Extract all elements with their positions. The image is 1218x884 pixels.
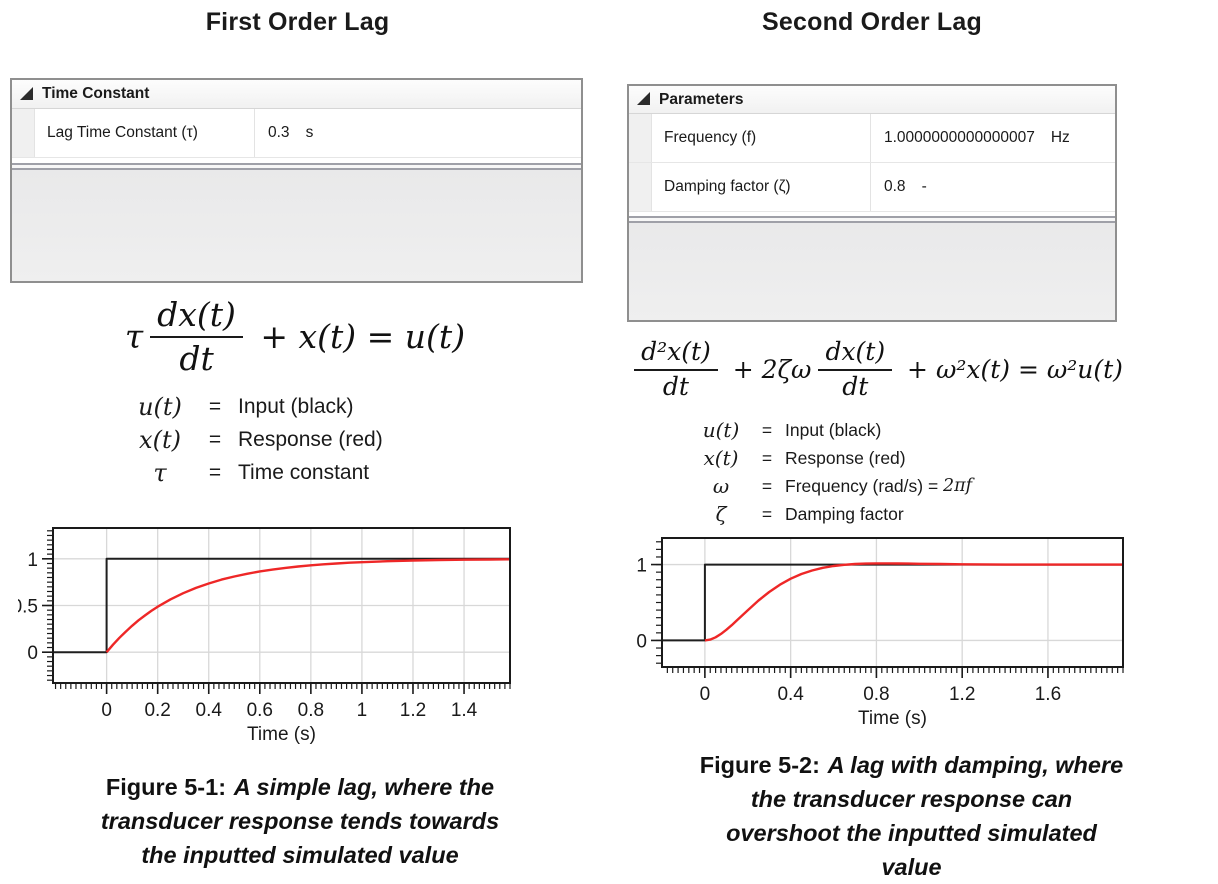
grid-spacer xyxy=(12,158,581,163)
svg-text:0.2: 0.2 xyxy=(144,700,170,721)
property-row: Frequency (f) 1.0000000000000007 Hz xyxy=(629,114,1115,163)
svg-text:1.4: 1.4 xyxy=(451,700,478,721)
svg-text:Time (s): Time (s) xyxy=(858,708,927,729)
property-grid-empty-area xyxy=(629,223,1115,320)
property-value-cell[interactable]: 0.3 s xyxy=(255,109,313,157)
second-order-equation: d²x(t) dt + 2ζω dx(t) dt + ω²x(t) = ω²u(… xyxy=(630,337,1123,402)
grid-splitter[interactable] xyxy=(629,216,1115,223)
svg-text:0.8: 0.8 xyxy=(298,700,324,721)
property-value[interactable]: 0.8 xyxy=(884,178,906,195)
property-name-cell: Frequency (f) xyxy=(652,114,871,162)
svg-text:0.8: 0.8 xyxy=(863,684,889,705)
svg-text:0: 0 xyxy=(636,631,647,652)
svg-text:0: 0 xyxy=(700,684,711,705)
svg-text:0: 0 xyxy=(27,643,38,664)
property-group-header[interactable]: Parameters xyxy=(629,86,1115,114)
first-order-title: First Order Lag xyxy=(205,8,390,36)
property-row: Damping factor (ζ) 0.8 - xyxy=(629,163,1115,212)
svg-text:1.2: 1.2 xyxy=(400,700,426,721)
svg-text:0.4: 0.4 xyxy=(196,700,223,721)
property-row: Lag Time Constant (τ) 0.3 s xyxy=(12,109,581,158)
legend-row: ω = Frequency (rad/s) = 2πf xyxy=(712,474,973,498)
expander-triangle-icon[interactable] xyxy=(637,92,650,105)
legend-row: x(t) = Response (red) xyxy=(703,446,906,470)
equation-fraction: d²x(t) dt xyxy=(634,337,718,402)
first-order-property-grid: Time Constant Lag Time Constant (τ) 0.3 … xyxy=(10,78,583,283)
legend-row: τ = Time constant xyxy=(153,458,370,487)
equation-rest: + x(t) = u(t) xyxy=(249,317,466,357)
first-order-equation: τ dx(t) dt + x(t) = u(t) xyxy=(40,296,550,378)
expander-triangle-icon[interactable] xyxy=(20,86,33,100)
property-value[interactable]: 1.0000000000000007 xyxy=(884,129,1035,146)
property-group-label: Parameters xyxy=(659,90,744,108)
property-name-cell: Damping factor (ζ) xyxy=(652,163,871,211)
property-value-cell[interactable]: 0.8 - xyxy=(871,163,927,211)
legend-row: ζ = Damping factor xyxy=(715,502,904,526)
svg-text:0.6: 0.6 xyxy=(247,700,273,721)
property-unit: Hz xyxy=(1050,129,1070,146)
grid-spacer xyxy=(629,212,1115,216)
first-order-step-response-chart: 0 0.2 0.4 0.6 0.8 1 1.2 1.4 0 0.5 1 Time (s) xyxy=(18,527,511,745)
legend-row: x(t) = Response (red) xyxy=(139,425,383,454)
property-name-cell: Lag Time Constant (τ) xyxy=(35,109,255,157)
svg-text:0.4: 0.4 xyxy=(777,684,804,705)
svg-text:1: 1 xyxy=(636,556,647,577)
figure-5-1-caption: Figure 5-1: A simple lag, where the trans… xyxy=(100,774,500,868)
property-value-cell[interactable]: 1.0000000000000007 Hz xyxy=(871,114,1070,162)
equation-mid: + 2ζω xyxy=(724,355,812,385)
row-gutter xyxy=(629,114,652,162)
equation-fraction: dx(t) dt xyxy=(150,296,243,378)
property-unit: s xyxy=(305,124,314,141)
property-value[interactable]: 0.3 xyxy=(268,124,290,141)
equation-fraction: dx(t) dt xyxy=(818,337,893,402)
svg-text:1: 1 xyxy=(27,550,38,571)
legend-row: u(t) = Input (black) xyxy=(138,392,354,421)
property-unit: - xyxy=(921,178,927,195)
svg-text:0.5: 0.5 xyxy=(18,597,38,618)
second-order-step-response-chart: 0 0.4 0.8 1.2 1.6 0 1 Time (s) xyxy=(636,537,1124,729)
second-order-title: Second Order Lag xyxy=(762,8,982,36)
equation-tau: τ xyxy=(124,317,144,357)
property-grid-empty-area xyxy=(12,170,581,281)
second-order-property-grid: Parameters Frequency (f) 1.0000000000000… xyxy=(627,84,1117,322)
property-group-label: Time Constant xyxy=(42,85,150,102)
svg-text:1: 1 xyxy=(357,700,368,721)
svg-text:1.6: 1.6 xyxy=(1035,684,1061,705)
svg-text:Time (s): Time (s) xyxy=(247,724,316,745)
grid-splitter[interactable] xyxy=(12,163,581,170)
row-gutter xyxy=(12,109,35,157)
svg-text:0: 0 xyxy=(101,700,112,721)
row-gutter xyxy=(629,163,652,211)
svg-text:1.2: 1.2 xyxy=(949,684,975,705)
equation-rest: + ω²x(t) = ω²u(t) xyxy=(899,355,1123,385)
property-group-header[interactable]: Time Constant xyxy=(12,80,581,109)
first-order-legend: u(t) = Input (black) x(t) = Response (re… xyxy=(128,390,383,489)
second-order-legend: u(t) = Input (black) x(t) = Response (re… xyxy=(693,416,972,528)
legend-row: u(t) = Input (black) xyxy=(702,418,882,442)
